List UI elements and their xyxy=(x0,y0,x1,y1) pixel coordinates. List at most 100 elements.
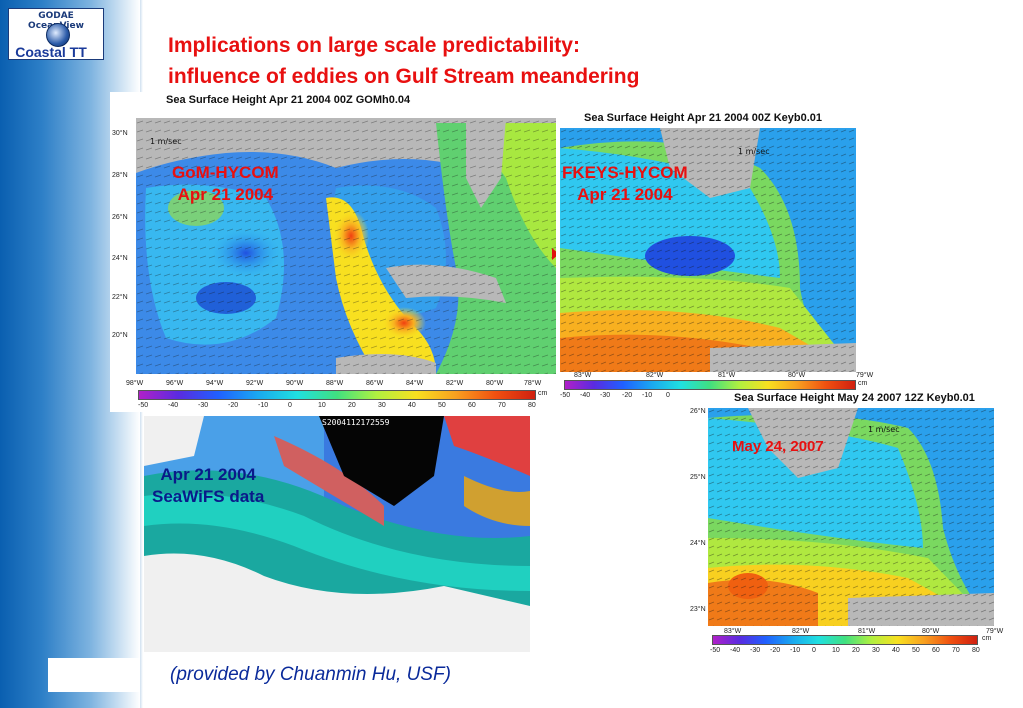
may-lon-tick: 83°W xyxy=(724,628,742,635)
may-cbar-tick: 10 xyxy=(832,647,840,654)
gom-cbar-tick: 60 xyxy=(468,402,476,409)
fkeys-cbar-tick: 0 xyxy=(666,392,670,399)
gom-lon-tick: 92°W xyxy=(246,380,264,387)
gom-cbar-tick: -50 xyxy=(138,402,149,409)
gom-lon-tick: 88°W xyxy=(326,380,344,387)
fkeys-lon-tick: 80°W xyxy=(788,372,806,379)
gom-lat-tick: 26°N xyxy=(112,214,128,221)
fkeys-overlay-label: FKEYS-HYCOM Apr 21 2004 xyxy=(562,162,688,206)
fkeys-cbar-tick: -40 xyxy=(580,392,591,399)
slide-title: Implications on large scale predictabili… xyxy=(168,30,639,92)
gom-cbar-tick: -20 xyxy=(228,402,239,409)
gom-cbar-unit: cm xyxy=(538,390,548,397)
seawifs-panel: S2004112172559 Apr 21 2004 SeaWiFS data xyxy=(144,416,530,652)
fkeys-label-line-2: Apr 21 2004 xyxy=(577,185,673,204)
may-lon-tick: 82°W xyxy=(792,628,810,635)
gom-label-line-2: Apr 21 2004 xyxy=(177,185,274,204)
credit-blank-box xyxy=(48,658,140,692)
fkeys-cbar-ticks: -50 -40 -30 -20 -10 0 xyxy=(556,392,876,400)
seawifs-label-line-2: SeaWiFS data xyxy=(152,487,265,506)
gom-cbar-tick: 40 xyxy=(408,402,416,409)
gom-cbar-tick: 70 xyxy=(498,402,506,409)
fkeys-cbar-tick: -30 xyxy=(600,392,611,399)
may-cbar-tick: 0 xyxy=(812,647,816,654)
gom-lat-tick: 20°N xyxy=(112,332,128,339)
gom-lon-tick: 98°W xyxy=(126,380,144,387)
gom-lat-tick: 24°N xyxy=(112,255,128,262)
title-line-2: influence of eddies on Gulf Stream meand… xyxy=(168,65,640,88)
seawifs-overlay-label: Apr 21 2004 SeaWiFS data xyxy=(152,464,264,508)
gom-lon-tick: 86°W xyxy=(366,380,384,387)
fkeys-ssh-map: 1 m/sec xyxy=(560,128,856,372)
may-lat-tick: 25°N xyxy=(690,474,706,481)
gom-lon-tick: 84°W xyxy=(406,380,424,387)
gom-lat-tick: 28°N xyxy=(112,172,128,179)
gom-cbar-tick: -40 xyxy=(168,402,179,409)
may-cbar-tick: -50 xyxy=(710,647,721,654)
globe-icon xyxy=(46,23,70,47)
gom-lon-tick: 90°W xyxy=(286,380,304,387)
gom-lon-tick: 82°W xyxy=(446,380,464,387)
fkeys-lon-tick: 79°W xyxy=(856,372,874,379)
seawifs-timestamp: S2004112172559 xyxy=(322,418,390,427)
gom-colorbar xyxy=(138,390,536,400)
credit-text: (provided by Chuanmin Hu, USF) xyxy=(170,664,451,685)
fkeys-cbar-tick: -10 xyxy=(642,392,653,399)
may-ssh-map: 1 m/sec xyxy=(708,408,994,626)
gom-overlay-label: GoM-HYCOM Apr 21 2004 xyxy=(172,162,279,206)
may-lon-tick: 80°W xyxy=(922,628,940,635)
fkeys-lon-tick: 81°W xyxy=(718,372,736,379)
fkeys-lon-tick: 82°W xyxy=(646,372,664,379)
pointer-arrow-icon xyxy=(552,248,559,260)
gom-cbar-tick: 0 xyxy=(288,402,292,409)
may-lon-tick: 81°W xyxy=(858,628,876,635)
may-cbar-tick: 60 xyxy=(932,647,940,654)
fkeys-hycom-panel: Sea Surface Height Apr 21 2004 00Z Keyb0… xyxy=(556,110,878,400)
fkeys-colorbar xyxy=(564,380,856,390)
gom-scale-label: 1 m/sec xyxy=(150,137,182,146)
fkeys-lon-tick: 83°W xyxy=(574,372,592,379)
may-cbar-ticks: -50 -40 -30 -20 -10 0 10 20 30 40 50 60 … xyxy=(708,647,1008,655)
gom-cbar-tick: 50 xyxy=(438,402,446,409)
may-cbar-tick: 80 xyxy=(972,647,980,654)
fkeys-cbar-unit: cm xyxy=(858,380,868,387)
logo-coastal-tt: Coastal TT xyxy=(15,44,87,60)
gom-cbar-tick: 20 xyxy=(348,402,356,409)
gom-label-line-1: GoM-HYCOM xyxy=(172,163,279,182)
may-overlay-label: May 24, 2007 xyxy=(732,438,824,455)
gom-cbar-ticks: -50 -40 -30 -20 -10 0 10 20 30 40 50 60 … xyxy=(132,402,552,412)
gom-lon-tick: 96°W xyxy=(166,380,184,387)
may-cbar-tick: 70 xyxy=(952,647,960,654)
gom-lon-tick: 78°W xyxy=(524,380,542,387)
may-colorbar xyxy=(712,635,978,645)
gom-cbar-tick: 30 xyxy=(378,402,386,409)
gom-cbar-tick: -10 xyxy=(258,402,269,409)
may-cbar-unit: cm xyxy=(982,635,992,642)
gom-ssh-map: 1 m/sec xyxy=(136,118,556,374)
fkeys-cbar-tick: -20 xyxy=(622,392,633,399)
gom-cbar-tick: 80 xyxy=(528,402,536,409)
may-cbar-tick: -40 xyxy=(730,647,741,654)
may-scale-label: 1 m/sec xyxy=(868,425,900,434)
seawifs-label-line-1: Apr 21 2004 xyxy=(160,465,256,484)
fkeys-cbar-tick: -50 xyxy=(560,392,571,399)
gom-map-title: Sea Surface Height Apr 21 2004 00Z GOMh0… xyxy=(166,94,411,106)
may-lon-tick: 79°W xyxy=(986,628,1004,635)
may-lat-tick: 24°N xyxy=(690,540,706,547)
gom-cbar-tick: -30 xyxy=(198,402,209,409)
seawifs-image: S2004112172559 xyxy=(144,416,530,652)
gom-lon-tick: 94°W xyxy=(206,380,224,387)
may-cbar-tick: 40 xyxy=(892,647,900,654)
godae-logo: GODAE OceanView xyxy=(8,8,104,60)
fkeys-scale-label: 1 m/sec xyxy=(738,147,770,156)
gom-lon-tick: 80°W xyxy=(486,380,504,387)
gom-lat-tick: 22°N xyxy=(112,294,128,301)
fkeys-label-line-1: FKEYS-HYCOM xyxy=(562,163,688,182)
fkeys-map-title: Sea Surface Height Apr 21 2004 00Z Keyb0… xyxy=(584,112,823,124)
title-line-1: Implications on large scale predictabili… xyxy=(168,34,580,57)
may-2007-panel: Sea Surface Height May 24 2007 12Z Keyb0… xyxy=(690,390,1016,658)
gom-lat-tick: 30°N xyxy=(112,130,128,137)
may-cbar-tick: 50 xyxy=(912,647,920,654)
gom-cbar-tick: 10 xyxy=(318,402,326,409)
may-lat-tick: 23°N xyxy=(690,606,706,613)
